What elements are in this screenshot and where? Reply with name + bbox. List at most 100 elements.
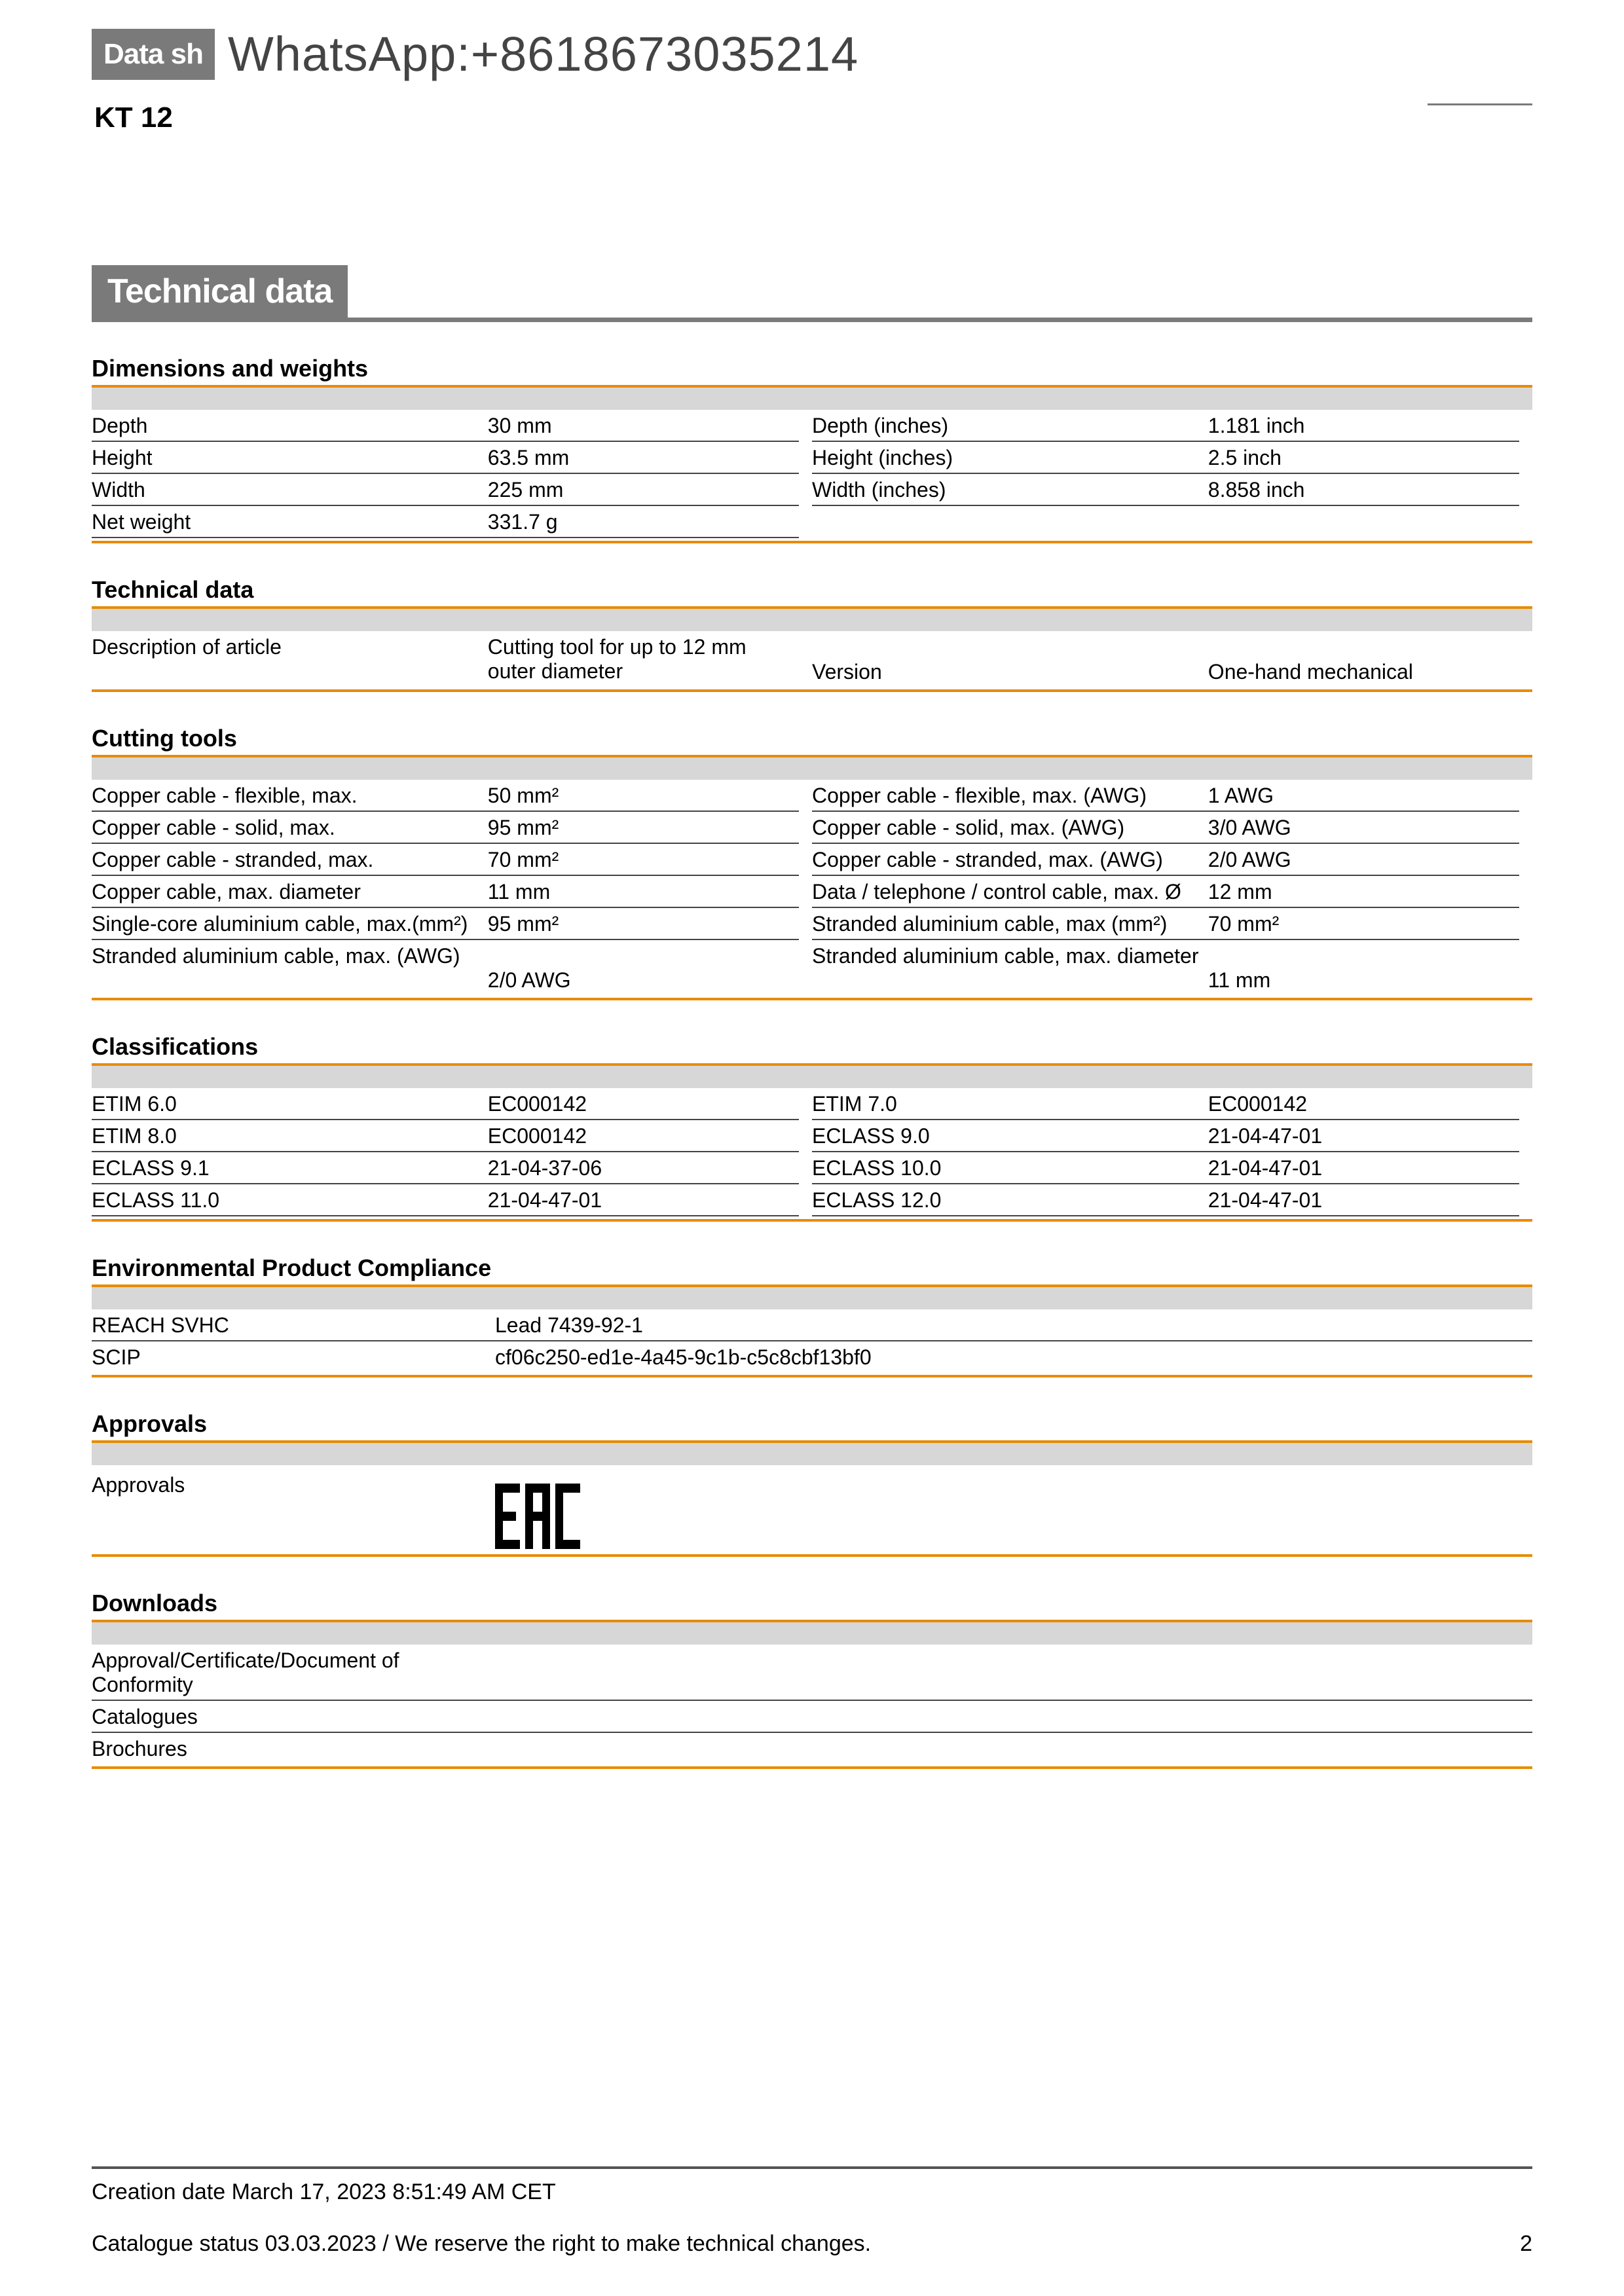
table-row: Copper cable - stranded, max.70 mm² <box>92 844 799 876</box>
table-row: ECLASS 11.021-04-47-01 <box>92 1184 799 1216</box>
section: Downloads Approval/Certificate/Document o… <box>92 1590 1532 1769</box>
table-row: REACH SVHCLead 7439-92-1 <box>92 1309 1532 1341</box>
table-row: SCIPcf06c250-ed1e-4a45-9c1b-c5c8cbf13bf0 <box>92 1341 1532 1372</box>
section: Approvals Approvals <box>92 1410 1532 1557</box>
section-title: Approvals <box>92 1410 1532 1438</box>
orange-divider <box>92 1766 1532 1769</box>
grey-bar <box>92 1287 1532 1309</box>
table-row: Data / telephone / control cable, max. Ø… <box>812 876 1519 908</box>
section-title: Cutting tools <box>92 725 1532 752</box>
row-value: 12 mm <box>1208 880 1519 904</box>
row-label: REACH SVHC <box>92 1313 495 1338</box>
page-content: Data sh WhatsApp:+8618673035214 KT 12 Te… <box>0 0 1624 1769</box>
row-value: 2/0 AWG <box>1208 848 1519 872</box>
eac-mark <box>495 1484 580 1549</box>
row-value: 2.5 inch <box>1208 446 1519 470</box>
data-col: Approval/Certificate/Document of Conform… <box>92 1645 1532 1764</box>
row-value: 225 mm <box>488 478 799 502</box>
table-row: Brochures <box>92 1733 1532 1764</box>
section-title: Technical data <box>92 576 1532 604</box>
row-label: Stranded aluminium cable, max. diameter <box>812 944 1519 968</box>
row-value: 70 mm² <box>488 848 799 872</box>
row-value: One-hand mechanical <box>1208 635 1519 684</box>
grey-bar <box>92 1622 1532 1645</box>
grey-bar <box>92 388 1532 410</box>
section-title: Downloads <box>92 1590 1532 1617</box>
row-value: 21-04-47-01 <box>488 1188 799 1212</box>
row-label: Copper cable - solid, max. (AWG) <box>812 816 1208 840</box>
data-col-left: ETIM 6.0EC000142ETIM 8.0EC000142 ECLASS 9… <box>92 1088 812 1216</box>
table-row: ECLASS 12.021-04-47-01 <box>812 1184 1519 1216</box>
approvals-label: Approvals <box>92 1473 495 1552</box>
table-row: ETIM 7.0EC000142 <box>812 1088 1519 1120</box>
row-label: Width <box>92 478 488 502</box>
row-value: Cutting tool for up to 12 mm outer diame… <box>488 635 799 683</box>
row-value: Lead 7439-92-1 <box>495 1313 1532 1338</box>
data-col-right: Depth (inches)1.181 inchHeight (inches)2… <box>812 410 1532 538</box>
table-row: Copper cable - stranded, max. (AWG)2/0 A… <box>812 844 1519 876</box>
row-label: Copper cable - stranded, max. <box>92 848 488 872</box>
section: Cutting tools Copper cable - flexible, ma… <box>92 725 1532 1000</box>
catalogue-status: Catalogue status 03.03.2023 / We reserve… <box>92 2231 871 2257</box>
table-row: ECLASS 9.021-04-47-01 <box>812 1120 1519 1152</box>
data-col-left: Description of articleCutting tool for u… <box>92 631 812 687</box>
eac-icon <box>495 1484 580 1549</box>
row-label: Net weight <box>92 510 488 534</box>
row-value: 1 AWG <box>1208 784 1519 808</box>
creation-date: Creation date March 17, 2023 8:51:49 AM … <box>92 2179 1532 2205</box>
section: Technical data Description of articleCutt… <box>92 576 1532 692</box>
data-col-left: Copper cable - flexible, max.50 mm²Coppe… <box>92 780 812 995</box>
section: ClassificationsETIM 6.0EC000142ETIM 8.0E… <box>92 1033 1532 1222</box>
row-label: Copper cable - solid, max. <box>92 816 488 840</box>
table-row: Single-core aluminium cable, max.(mm²)95… <box>92 908 799 940</box>
data-col-right: Copper cable - flexible, max. (AWG)1 AWG… <box>812 780 1532 995</box>
table-row: ETIM 6.0EC000142 <box>92 1088 799 1120</box>
row-label: Copper cable - flexible, max. <box>92 784 488 808</box>
data-col: REACH SVHCLead 7439-92-1SCIPcf06c250-ed1… <box>92 1309 1532 1372</box>
row-label: Single-core aluminium cable, max.(mm²) <box>92 912 488 936</box>
data-col-right: ETIM 7.0EC000142ECLASS 9.021-04-47-01ECL… <box>812 1088 1532 1216</box>
footer-divider <box>92 2166 1532 2169</box>
main-title-block: Technical data <box>92 265 1532 322</box>
page-number: 2 <box>1520 2231 1532 2257</box>
table-row: VersionOne-hand mechanical <box>812 631 1519 687</box>
grey-bar <box>92 1066 1532 1088</box>
header-divider <box>1428 103 1532 105</box>
row-label: Height (inches) <box>812 446 1208 470</box>
section: Dimensions and weights Depth30 mmHeight63… <box>92 355 1532 543</box>
row-label: ECLASS 9.0 <box>812 1124 1208 1148</box>
row-value: 2/0 AWG <box>488 968 799 993</box>
orange-divider <box>92 689 1532 692</box>
row-value: 30 mm <box>488 414 799 438</box>
row-label: ETIM 8.0 <box>92 1124 488 1148</box>
row-label: Depth (inches) <box>812 414 1208 438</box>
sections-container: Dimensions and weights Depth30 mmHeight63… <box>92 355 1532 1769</box>
data-grid: Description of articleCutting tool for u… <box>92 631 1532 687</box>
section-title: Dimensions and weights <box>92 355 1532 382</box>
row-value: EC000142 <box>1208 1092 1519 1116</box>
row-value: 21-04-37-06 <box>488 1156 799 1180</box>
footer-bottom-row: Catalogue status 03.03.2023 / We reserve… <box>92 2231 1532 2257</box>
row-label: ECLASS 9.1 <box>92 1156 488 1180</box>
section: Environmental Product ComplianceREACH SV… <box>92 1254 1532 1377</box>
row-label: Copper cable - stranded, max. (AWG) <box>812 848 1208 872</box>
table-row: Catalogues <box>92 1701 1532 1733</box>
table-row: ECLASS 10.021-04-47-01 <box>812 1152 1519 1184</box>
row-label: Stranded aluminium cable, max. (AWG) <box>92 944 799 968</box>
row-value: 21-04-47-01 <box>1208 1156 1519 1180</box>
row-label: ECLASS 11.0 <box>92 1188 488 1212</box>
grey-bar <box>92 1443 1532 1465</box>
row-label: Approval/Certificate/Document of Conform… <box>92 1649 495 1697</box>
table-row: Copper cable - solid, max. (AWG)3/0 AWG <box>812 812 1519 844</box>
row-label: ECLASS 12.0 <box>812 1188 1208 1212</box>
orange-divider <box>92 1554 1532 1557</box>
orange-divider <box>92 998 1532 1000</box>
main-title: Technical data <box>92 265 348 319</box>
row-value: 11 mm <box>488 880 799 904</box>
data-col-left: Depth30 mmHeight63.5 mmWidth225 mmNet we… <box>92 410 812 538</box>
data-grid: ETIM 6.0EC000142ETIM 8.0EC000142ECLASS 9… <box>92 1088 1532 1216</box>
table-row: ETIM 8.0EC000142 <box>92 1120 799 1152</box>
row-label: Version <box>812 660 1208 684</box>
table-row: Stranded aluminium cable, max. diameter1… <box>812 940 1519 995</box>
row-value: 21-04-47-01 <box>1208 1124 1519 1148</box>
